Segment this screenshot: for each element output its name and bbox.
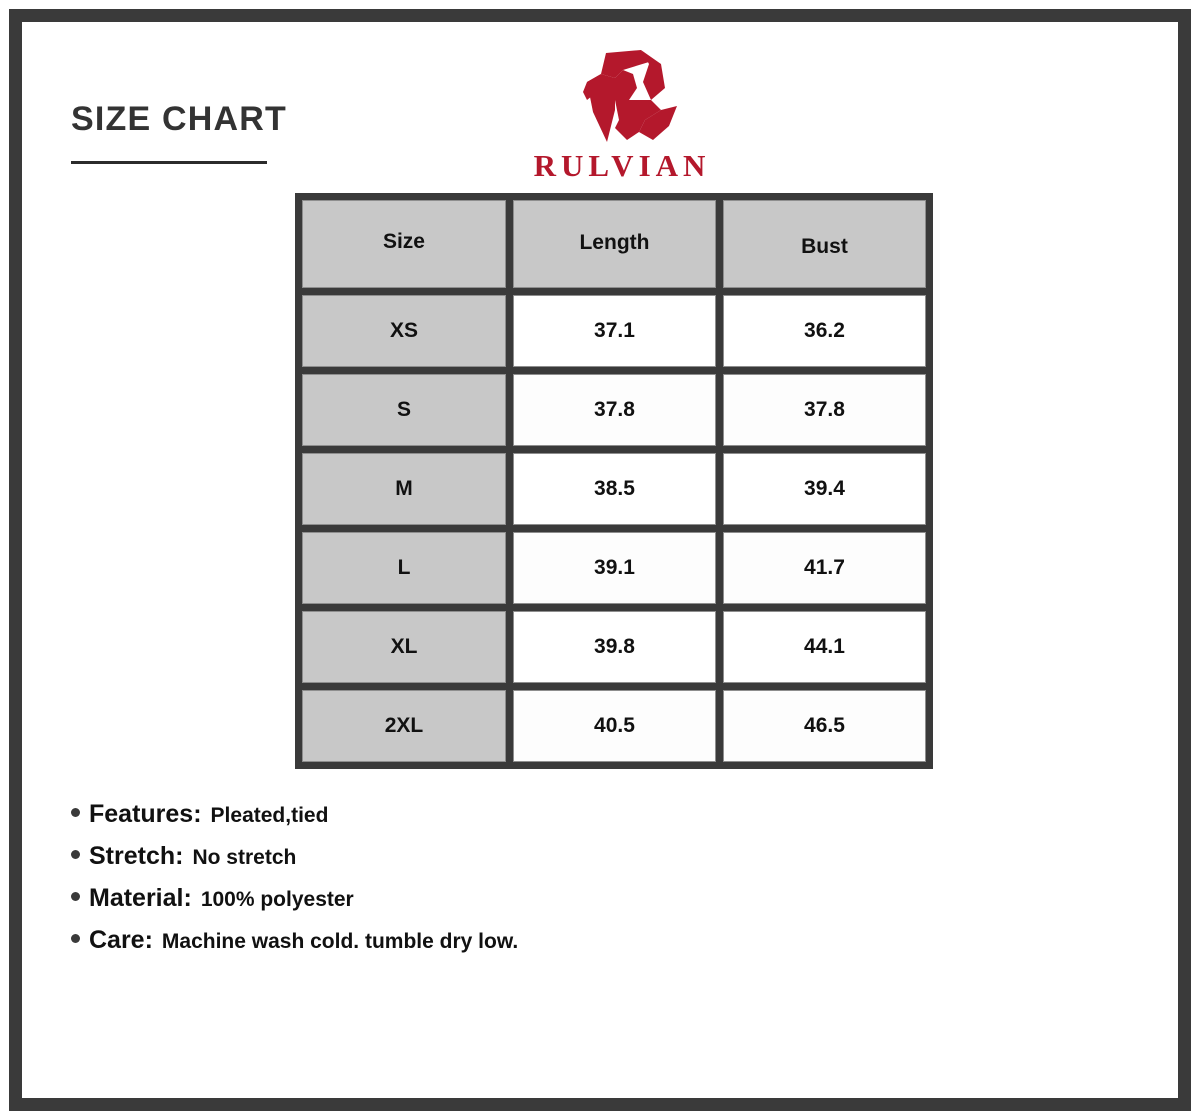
page-border-frame: SIZE CHART RULVIAN [9, 9, 1191, 1111]
list-item: Stretch: No stretch [71, 842, 771, 871]
bullet-icon [71, 808, 80, 817]
detail-label: Stretch: [89, 842, 184, 870]
list-item: Features: Pleated,tied [71, 800, 771, 829]
table-row: L 39.1 41.7 [302, 532, 926, 604]
cell-bust: 36.2 [722, 295, 926, 367]
table-row: XS 37.1 36.2 [302, 295, 926, 367]
cell-length: 40.5 [512, 690, 716, 762]
table-row: S 37.8 37.8 [302, 374, 926, 446]
cell-bust: 37.8 [722, 374, 926, 446]
cell-size: 2XL [302, 690, 506, 762]
table-header-row: Size Length Bust [302, 200, 926, 288]
cell-length: 39.8 [512, 611, 716, 683]
size-table: Size Length Bust XS 37.1 36.2 S 37.8 37.… [295, 193, 933, 769]
list-item: Care: Machine wash cold. tumble dry low. [71, 926, 771, 955]
cell-size: XL [302, 611, 506, 683]
detail-value: No stretch [192, 846, 297, 869]
brand-logo: RULVIAN [488, 48, 756, 181]
cell-size: M [302, 453, 506, 525]
cell-size: XS [302, 295, 506, 367]
column-header-size: Size [302, 200, 506, 288]
detail-label: Material: [89, 884, 192, 912]
cell-size: S [302, 374, 506, 446]
column-header-length: Length [512, 200, 716, 288]
column-header-bust: Bust [722, 200, 926, 288]
title-divider [71, 161, 267, 164]
detail-value: Pleated,tied [210, 804, 329, 827]
detail-label: Care: [89, 926, 153, 954]
brand-wordmark: RULVIAN [533, 148, 711, 183]
cell-bust: 41.7 [722, 532, 926, 604]
cell-bust: 44.1 [722, 611, 926, 683]
cell-size: L [302, 532, 506, 604]
list-item: Material: 100% polyester [71, 884, 771, 913]
cell-length: 37.1 [512, 295, 716, 367]
bullet-icon [71, 850, 80, 859]
detail-value: 100% polyester [200, 888, 354, 911]
table-row: XL 39.8 44.1 [302, 611, 926, 683]
cell-length: 38.5 [512, 453, 716, 525]
detail-label: Features: [89, 800, 202, 828]
product-details-list: Features: Pleated,tied Stretch: No stret… [71, 800, 771, 968]
cell-bust: 39.4 [722, 453, 926, 525]
detail-value: Machine wash cold. tumble dry low. [161, 930, 519, 953]
bullet-icon [71, 892, 80, 901]
heading-block: SIZE CHART [71, 102, 371, 164]
page-content: SIZE CHART RULVIAN [22, 22, 1178, 1098]
table-row: M 38.5 39.4 [302, 453, 926, 525]
cell-bust: 46.5 [722, 690, 926, 762]
page-title: SIZE CHART [71, 100, 287, 138]
bullet-icon [71, 934, 80, 943]
cell-length: 37.8 [512, 374, 716, 446]
angular-r-monogram-icon [583, 50, 677, 142]
table-row: 2XL 40.5 46.5 [302, 690, 926, 762]
cell-length: 39.1 [512, 532, 716, 604]
